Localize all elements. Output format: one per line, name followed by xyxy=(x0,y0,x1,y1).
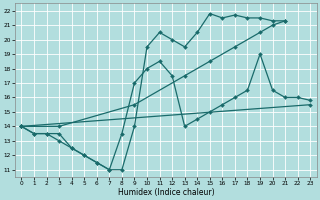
X-axis label: Humidex (Indice chaleur): Humidex (Indice chaleur) xyxy=(117,188,214,197)
